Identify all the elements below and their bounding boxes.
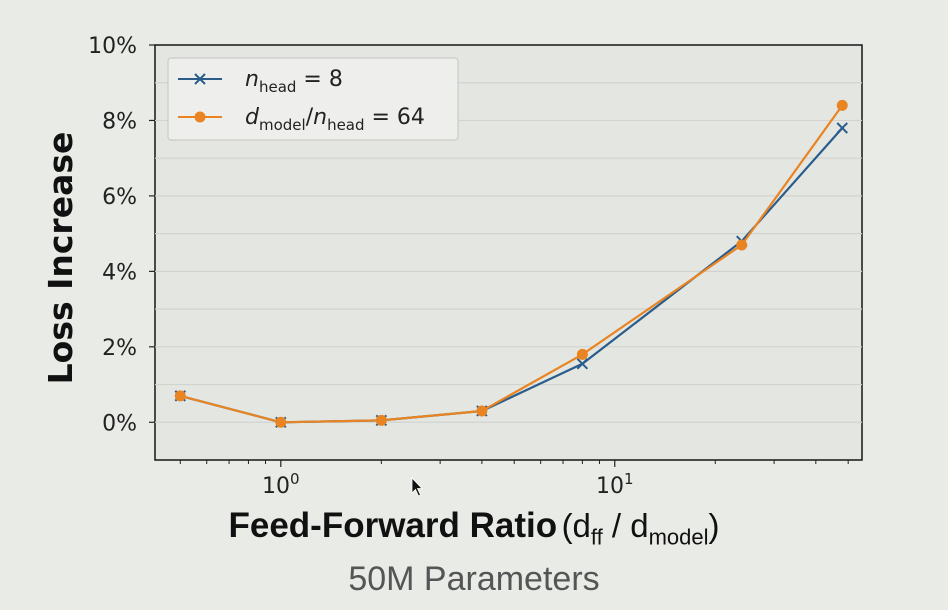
series-1-point <box>576 358 589 370</box>
y-axis-ticks: 0% 2% 4% 6% 8% 10% <box>88 34 155 436</box>
series-2 <box>174 99 848 428</box>
mouse-cursor-icon <box>411 477 423 497</box>
x-axis-ticks: 100 101 <box>179 460 849 499</box>
series-2-point <box>275 416 287 428</box>
y-tick-label: 4% <box>102 260 137 285</box>
legend-marker-series-2 <box>194 111 206 123</box>
series-2-point <box>736 239 748 251</box>
y-tick-label: 10% <box>88 34 137 59</box>
y-tick-label: 2% <box>102 336 137 361</box>
y-axis-label: Loss Increase <box>41 132 80 385</box>
x-tick-label: 100 <box>262 470 300 499</box>
series-2-point <box>836 99 848 111</box>
series-layer <box>174 99 848 428</box>
chart-subtitle: 50M Parameters <box>348 560 600 598</box>
legend: nhead = 8 dmodel/nhead = 64 <box>167 57 459 141</box>
x-axis-label-main: Feed-Forward Ratio <box>228 506 558 545</box>
legend-label-series-2: dmodel/nhead = 64 <box>245 105 425 134</box>
series-2-point <box>375 414 387 426</box>
y-tick-label: 0% <box>102 411 137 436</box>
x-tick-label: 101 <box>596 470 634 499</box>
legend-marker-series-1 <box>194 73 206 85</box>
y-tick-label: 8% <box>102 109 137 134</box>
series-2-point <box>476 405 488 417</box>
series-2-point <box>576 348 588 360</box>
x-axis-label: Feed-Forward Ratio (dff / dmodel) <box>0 506 948 551</box>
legend-box <box>167 57 459 141</box>
legend-label-series-1: nhead = 8 <box>245 67 343 96</box>
y-tick-label: 6% <box>102 185 137 210</box>
series-1-point <box>836 122 848 134</box>
x-axis-label-formula: (dff / dmodel) <box>561 507 720 550</box>
series-2-point <box>174 390 186 402</box>
